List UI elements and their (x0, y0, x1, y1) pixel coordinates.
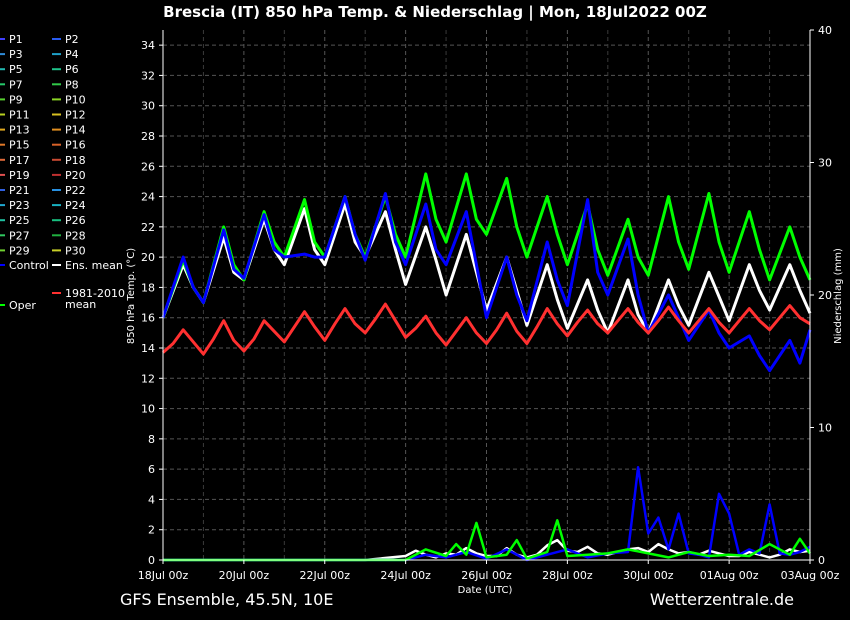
legend-label: P15 (9, 139, 30, 152)
y2-tick-label: 40 (818, 24, 832, 37)
y-tick-label: 14 (141, 342, 155, 355)
legend-label: P1 (9, 33, 23, 46)
footer-model-info: GFS Ensemble, 45.5N, 10E (120, 590, 333, 609)
series-layer (161, 172, 812, 562)
legend-label: P21 (9, 184, 30, 197)
legend-label: P27 (9, 229, 30, 242)
legend-label: P19 (9, 169, 30, 182)
legend-label: P11 (9, 109, 30, 122)
legend-label: P3 (9, 48, 23, 61)
legend-label: P22 (65, 184, 86, 197)
legend-label: P2 (65, 33, 79, 46)
series-line-1981-2010-mean (162, 302, 811, 356)
legend-label: P24 (65, 199, 86, 212)
legend-label: P18 (65, 154, 86, 167)
chart-title: Brescia (IT) 850 hPa Temp. & Niederschla… (163, 3, 707, 22)
series-line-control-precipitation (163, 466, 811, 562)
y-tick-label: 32 (141, 69, 155, 82)
legend-label: P30 (65, 244, 86, 257)
legend: P1 P2 P3 P4 P5 P6 P7 P8 P9 P10 P11 P12 P13 P14 P15 P16 P… (0, 33, 125, 312)
y-tick-label: 24 (141, 191, 155, 204)
legend-label: P28 (65, 229, 86, 242)
legend-label: P23 (9, 199, 30, 212)
legend-label: P20 (65, 169, 86, 182)
y-tick-label: 6 (148, 463, 155, 476)
y-tick-label: 10 (141, 403, 155, 416)
grid (162, 30, 811, 561)
x-tick-label: 24Jul 00z (380, 569, 431, 582)
series-line-oper-precipitation (163, 519, 812, 562)
axes: 0246810121416182022242628303234010203040… (138, 24, 840, 582)
legend-label: P14 (65, 124, 86, 137)
y-tick-label: 16 (141, 312, 155, 325)
legend-label: Oper (9, 299, 36, 312)
y-axis-label: 850 hPa Temp. (°C) (126, 248, 137, 344)
legend-label: P12 (65, 109, 86, 122)
y-tick-label: 26 (141, 160, 155, 173)
legend-label: P17 (9, 154, 30, 167)
y2-tick-label: 0 (818, 554, 825, 567)
y-tick-label: 34 (141, 39, 155, 52)
legend-label: P5 (9, 63, 23, 76)
legend-label: P25 (9, 214, 30, 227)
y-tick-label: 28 (141, 130, 155, 143)
y2-tick-label: 30 (818, 157, 832, 170)
series-line-oper (161, 172, 812, 319)
legend-label: P16 (65, 139, 86, 152)
legend-label: Control (9, 259, 49, 272)
y2-axis-label: Niederschlag (mm) (833, 248, 844, 344)
y-tick-label: 18 (141, 281, 155, 294)
y-tick-label: 8 (148, 433, 155, 446)
legend-label: P26 (65, 214, 86, 227)
y-tick-label: 30 (141, 100, 155, 113)
footer-source: Wetterzentrale.de (650, 590, 794, 609)
legend-label: P29 (9, 244, 30, 257)
x-tick-label: 22Jul 00z (299, 569, 350, 582)
y-tick-label: 22 (141, 221, 155, 234)
legend-label: P10 (65, 93, 86, 106)
y-tick-label: 12 (141, 372, 155, 385)
y-tick-label: 20 (141, 251, 155, 264)
legend-label: P7 (9, 78, 23, 91)
x-tick-label: 01Aug 00z (700, 569, 759, 582)
legend-label: 1981-2010 (65, 287, 125, 300)
x-tick-label: 28Jul 00z (542, 569, 593, 582)
x-axis-label: Date (UTC) (458, 585, 513, 596)
y-tick-label: 0 (148, 554, 155, 567)
y-tick-label: 2 (148, 524, 155, 537)
y2-tick-label: 10 (818, 422, 832, 435)
legend-label: P13 (9, 124, 30, 137)
legend-label: mean (65, 298, 96, 311)
legend-label: P6 (65, 63, 79, 76)
x-tick-label: 30Jul 00z (623, 569, 674, 582)
legend-label: P4 (65, 48, 79, 61)
legend-label: Ens. mean (65, 259, 123, 272)
x-tick-label: 20Jul 00z (219, 569, 270, 582)
x-tick-label: 26Jul 00z (461, 569, 512, 582)
x-tick-label: 18Jul 00z (138, 569, 189, 582)
y-tick-label: 4 (148, 493, 155, 506)
y2-tick-label: 20 (818, 289, 832, 302)
legend-label: P9 (9, 93, 23, 106)
x-tick-label: 03Aug 00z (781, 569, 840, 582)
legend-label: P8 (65, 78, 79, 91)
